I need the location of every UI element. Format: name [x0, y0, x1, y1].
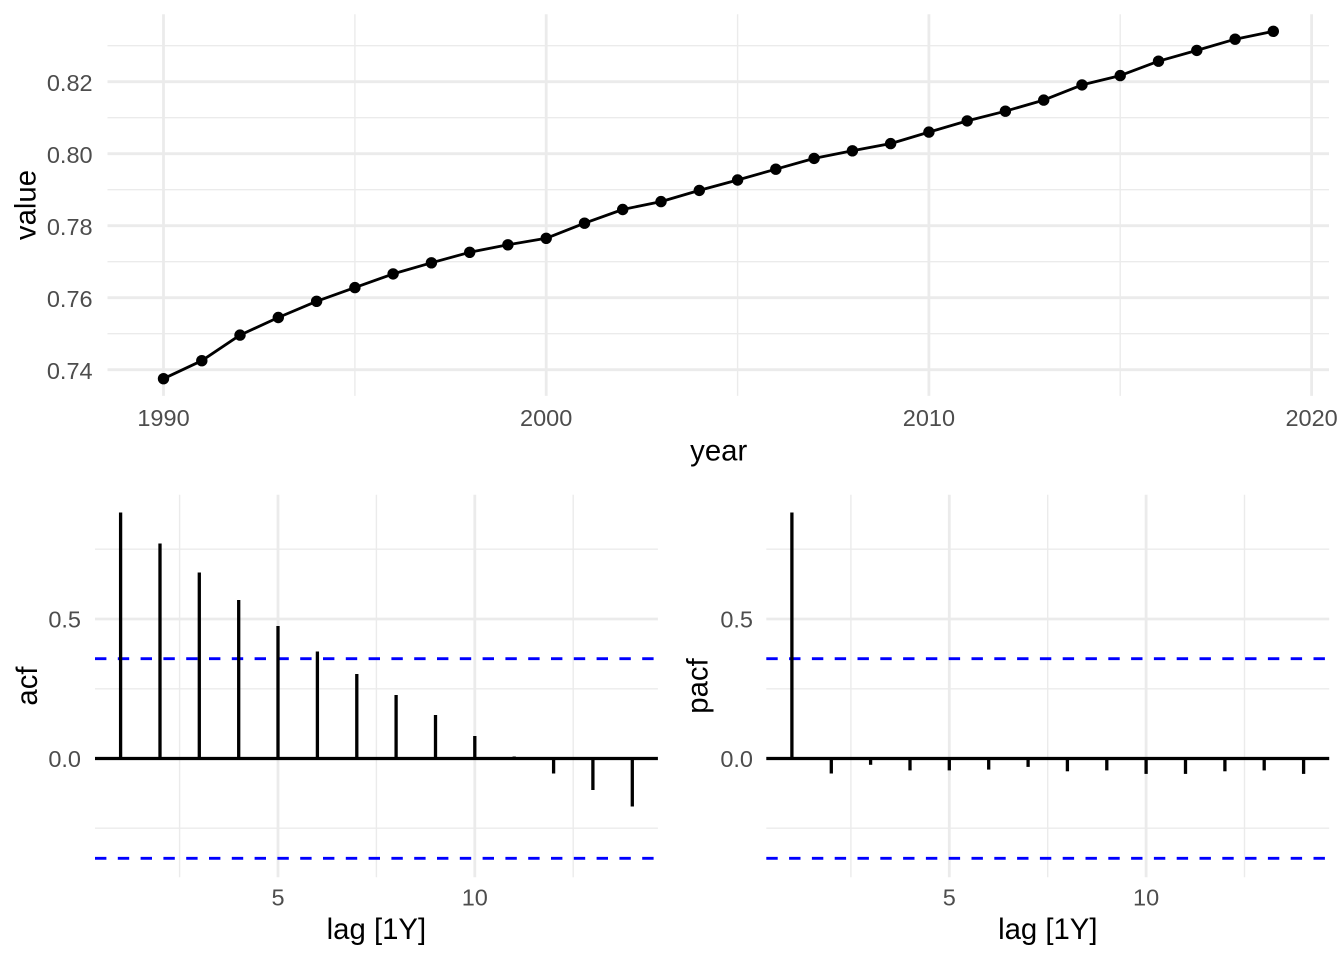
svg-text:lag [1Y]: lag [1Y]: [998, 913, 1097, 946]
svg-text:value: value: [10, 170, 43, 240]
svg-text:lag [1Y]: lag [1Y]: [327, 913, 426, 946]
svg-text:0.74: 0.74: [47, 358, 93, 384]
svg-text:0.82: 0.82: [47, 70, 93, 96]
svg-text:10: 10: [462, 885, 488, 911]
svg-text:0.76: 0.76: [47, 286, 93, 312]
svg-text:0.0: 0.0: [720, 746, 753, 772]
svg-text:0.5: 0.5: [48, 607, 81, 633]
svg-text:5: 5: [943, 885, 956, 911]
svg-text:2020: 2020: [1285, 405, 1337, 431]
svg-text:year: year: [690, 434, 747, 467]
svg-text:10: 10: [1133, 885, 1159, 911]
svg-text:5: 5: [271, 885, 284, 911]
svg-text:acf: acf: [11, 666, 44, 706]
svg-text:0.0: 0.0: [48, 746, 81, 772]
svg-text:2010: 2010: [903, 405, 955, 431]
svg-text:0.80: 0.80: [47, 142, 93, 168]
svg-text:1990: 1990: [137, 405, 189, 431]
svg-text:2000: 2000: [520, 405, 572, 431]
svg-text:pacf: pacf: [682, 657, 715, 713]
svg-text:0.78: 0.78: [47, 214, 93, 240]
svg-text:0.5: 0.5: [720, 607, 753, 633]
